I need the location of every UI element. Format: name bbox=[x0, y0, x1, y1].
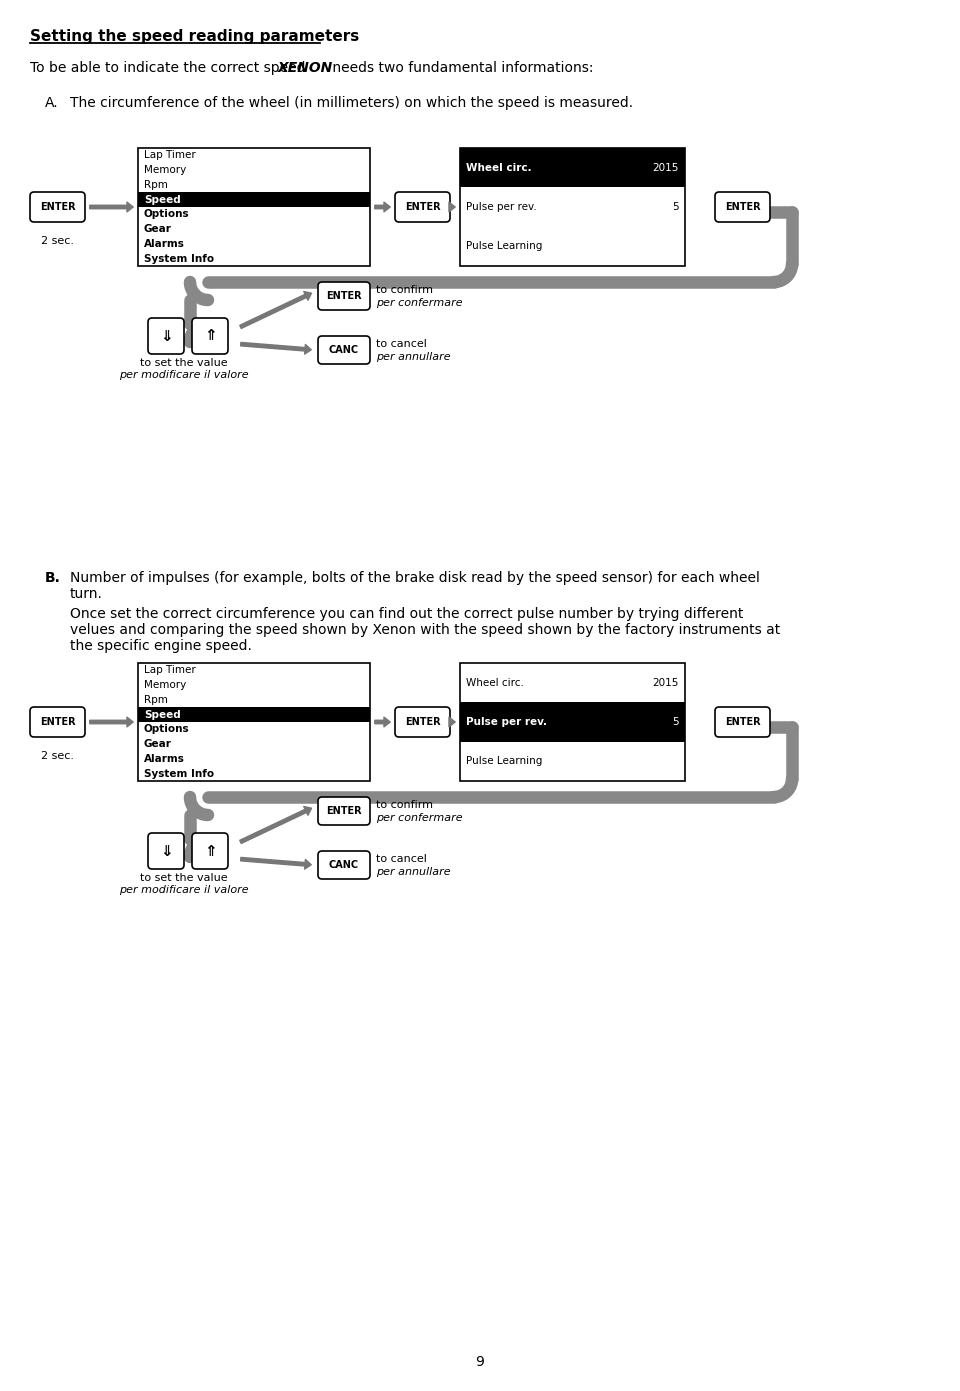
Text: B.: B. bbox=[45, 570, 60, 586]
Text: needs two fundamental informations:: needs two fundamental informations: bbox=[328, 61, 593, 75]
Text: Number of impulses (for example, bolts of the brake disk read by the speed senso: Number of impulses (for example, bolts o… bbox=[70, 570, 760, 586]
Text: Pulse per rev.: Pulse per rev. bbox=[466, 716, 547, 727]
Text: Setting the speed reading parameters: Setting the speed reading parameters bbox=[30, 29, 359, 45]
Text: The circumference of the wheel (in millimeters) on which the speed is measured.: The circumference of the wheel (in milli… bbox=[70, 96, 634, 110]
Text: 5: 5 bbox=[672, 716, 679, 727]
FancyBboxPatch shape bbox=[318, 797, 370, 825]
FancyBboxPatch shape bbox=[30, 707, 85, 737]
Text: Lap Timer: Lap Timer bbox=[144, 150, 196, 160]
Text: Alarms: Alarms bbox=[144, 754, 185, 764]
Text: Pulse per rev.: Pulse per rev. bbox=[466, 202, 537, 211]
Text: 9: 9 bbox=[475, 1355, 485, 1369]
Bar bbox=[138, 707, 370, 722]
Text: Options: Options bbox=[144, 725, 190, 734]
Text: 2015: 2015 bbox=[653, 677, 679, 687]
FancyBboxPatch shape bbox=[395, 192, 450, 223]
FancyBboxPatch shape bbox=[318, 851, 370, 879]
Text: Speed: Speed bbox=[144, 709, 180, 719]
FancyBboxPatch shape bbox=[148, 833, 184, 869]
FancyBboxPatch shape bbox=[715, 192, 770, 223]
Text: Lap Timer: Lap Timer bbox=[144, 665, 196, 676]
Text: Memory: Memory bbox=[144, 680, 186, 690]
Text: to cancel: to cancel bbox=[376, 339, 427, 349]
Bar bbox=[460, 147, 685, 188]
Text: to confirm: to confirm bbox=[376, 800, 433, 811]
Text: ENTER: ENTER bbox=[39, 202, 75, 211]
Text: ⇓: ⇓ bbox=[159, 328, 173, 344]
Bar bbox=[460, 147, 685, 266]
Text: Pulse Learning: Pulse Learning bbox=[466, 757, 542, 766]
Text: per annullare: per annullare bbox=[376, 352, 450, 362]
Text: ENTER: ENTER bbox=[725, 716, 760, 727]
FancyBboxPatch shape bbox=[715, 707, 770, 737]
Text: turn.: turn. bbox=[70, 587, 103, 601]
Text: ENTER: ENTER bbox=[405, 202, 441, 211]
Text: XENON: XENON bbox=[278, 61, 333, 75]
Bar bbox=[460, 664, 685, 780]
Text: Gear: Gear bbox=[144, 224, 172, 234]
Text: per modificare il valore: per modificare il valore bbox=[119, 885, 249, 894]
Text: CANC: CANC bbox=[329, 345, 359, 355]
Text: per confermare: per confermare bbox=[376, 298, 463, 307]
Bar bbox=[138, 147, 370, 266]
Text: velues and comparing the speed shown by Xenon with the speed shown by the factor: velues and comparing the speed shown by … bbox=[70, 623, 780, 637]
Text: 2 sec.: 2 sec. bbox=[41, 236, 74, 246]
Text: 2 sec.: 2 sec. bbox=[41, 751, 74, 761]
Text: the specific engine speed.: the specific engine speed. bbox=[70, 638, 252, 652]
Text: System Info: System Info bbox=[144, 253, 214, 264]
Text: ENTER: ENTER bbox=[725, 202, 760, 211]
Text: ENTER: ENTER bbox=[39, 716, 75, 727]
Text: Rpm: Rpm bbox=[144, 696, 168, 705]
Text: Pulse Learning: Pulse Learning bbox=[466, 241, 542, 252]
Text: ⇑: ⇑ bbox=[204, 843, 216, 858]
FancyBboxPatch shape bbox=[318, 282, 370, 310]
Text: ⇑: ⇑ bbox=[204, 328, 216, 344]
FancyBboxPatch shape bbox=[30, 192, 85, 223]
Text: CANC: CANC bbox=[329, 860, 359, 869]
Bar bbox=[138, 192, 370, 207]
FancyBboxPatch shape bbox=[318, 337, 370, 364]
Text: per confermare: per confermare bbox=[376, 812, 463, 823]
FancyBboxPatch shape bbox=[395, 707, 450, 737]
Text: to set the value: to set the value bbox=[140, 874, 228, 883]
Text: per annullare: per annullare bbox=[376, 867, 450, 876]
Text: 5: 5 bbox=[672, 202, 679, 211]
Text: to confirm: to confirm bbox=[376, 285, 433, 295]
Text: to cancel: to cancel bbox=[376, 854, 427, 864]
Text: ENTER: ENTER bbox=[326, 291, 362, 300]
Text: Options: Options bbox=[144, 210, 190, 220]
Bar bbox=[138, 664, 370, 780]
Text: ⇓: ⇓ bbox=[159, 843, 173, 858]
Text: to set the value: to set the value bbox=[140, 357, 228, 369]
Bar bbox=[460, 702, 685, 741]
Text: System Info: System Info bbox=[144, 769, 214, 779]
FancyBboxPatch shape bbox=[192, 833, 228, 869]
Text: Once set the correct circumference you can find out the correct pulse number by : Once set the correct circumference you c… bbox=[70, 606, 743, 620]
Text: Memory: Memory bbox=[144, 166, 186, 175]
Text: Gear: Gear bbox=[144, 739, 172, 750]
FancyBboxPatch shape bbox=[148, 319, 184, 353]
Text: Wheel circ.: Wheel circ. bbox=[466, 163, 532, 172]
Text: Wheel circ.: Wheel circ. bbox=[466, 677, 524, 687]
Text: per modificare il valore: per modificare il valore bbox=[119, 370, 249, 380]
FancyBboxPatch shape bbox=[192, 319, 228, 353]
Text: To be able to indicate the correct speed: To be able to indicate the correct speed bbox=[30, 61, 310, 75]
Text: Alarms: Alarms bbox=[144, 239, 185, 249]
Text: ENTER: ENTER bbox=[326, 805, 362, 817]
Text: 2015: 2015 bbox=[653, 163, 679, 172]
Text: Speed: Speed bbox=[144, 195, 180, 204]
Text: ENTER: ENTER bbox=[405, 716, 441, 727]
Text: Rpm: Rpm bbox=[144, 179, 168, 191]
Text: A.: A. bbox=[45, 96, 59, 110]
